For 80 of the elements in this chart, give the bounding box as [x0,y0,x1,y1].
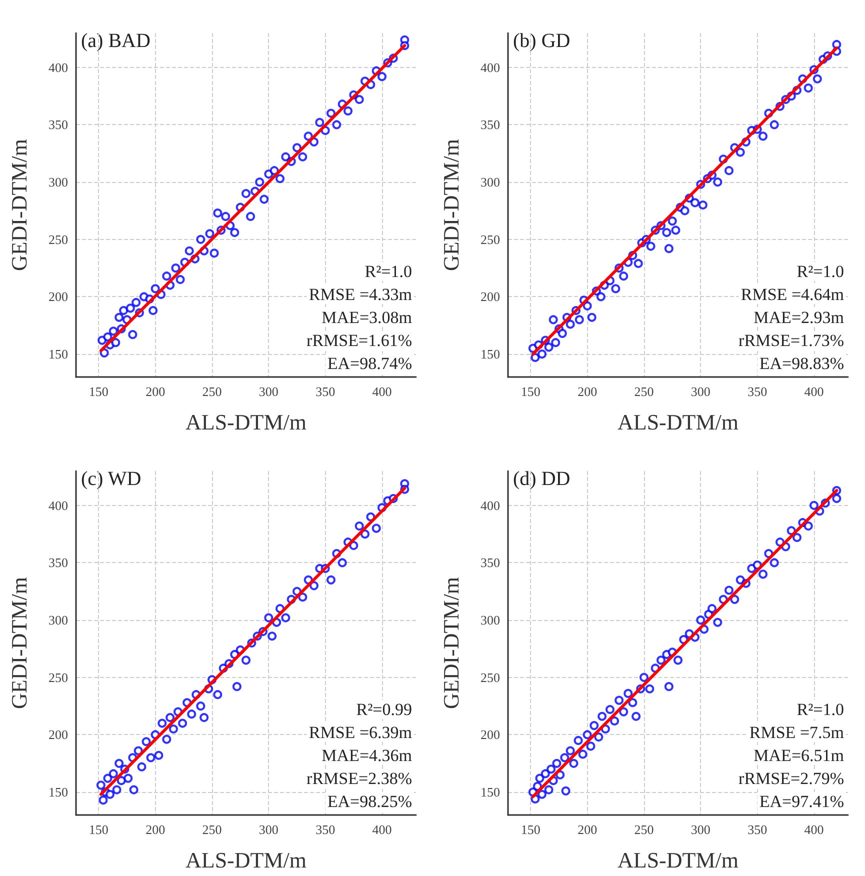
x-tick-label: 200 [146,384,166,399]
y-tick-label: 250 [480,232,500,247]
x-tick-label: 150 [520,822,540,837]
y-tick-label: 200 [48,727,68,742]
y-tick-label: 300 [480,174,500,190]
y-tick-label: 150 [48,346,68,362]
annotation: RMSE =6.39m [308,723,412,742]
annotation: EA=98.74% [327,354,412,373]
annotation: EA=97.41% [759,792,844,811]
annotation: rRMSE=2.79% [738,769,844,788]
x-axis-title: ALS-DTM/m [618,410,738,434]
chart-title: (b) GD [513,30,570,52]
y-tick-label: 350 [48,555,68,570]
annotation: R²=1.0 [796,700,844,719]
y-tick-label: 400 [48,498,68,513]
y-tick-label: 400 [480,60,500,75]
x-axis-title: ALS-DTM/m [618,848,738,872]
y-tick-label: 350 [480,117,500,132]
y-tick-label: 150 [480,784,500,800]
annotation: MAE=2.93m [754,308,844,327]
x-tick-label: 250 [202,822,222,837]
y-tick-label: 350 [480,555,500,570]
annotation: RMSE =4.33m [308,285,412,304]
y-tick-label: 150 [48,784,68,800]
y-tick-label: 300 [480,612,500,628]
x-tick-label: 300 [258,822,278,837]
x-tick-label: 350 [748,384,768,399]
x-tick-label: 150 [88,822,108,837]
x-tick-label: 400 [804,384,824,399]
y-axis-title: GEDI-DTM/m [438,139,464,271]
y-tick-label: 250 [48,670,68,685]
annotation: RMSE =4.64m [740,285,844,304]
x-tick-label: 350 [748,822,768,837]
x-tick-label: 300 [690,384,710,399]
x-tick-label: 300 [690,822,710,837]
chart-title: (a) BAD [81,30,150,52]
x-tick-label: 400 [804,822,824,837]
y-axis-title: GEDI-DTM/m [6,139,32,271]
annotation: rRMSE=1.61% [306,331,412,350]
annotation: RMSE =7.5m [749,723,844,742]
x-axis-title: ALS-DTM/m [186,410,306,434]
x-tick-label: 250 [634,822,654,837]
y-tick-label: 300 [48,612,68,628]
x-tick-label: 200 [146,822,166,837]
x-tick-label: 400 [372,822,392,837]
x-tick-label: 200 [578,384,598,399]
y-tick-label: 200 [48,289,68,304]
annotation: MAE=4.36m [322,746,412,765]
y-tick-label: 250 [48,232,68,247]
x-axis-title: ALS-DTM/m [186,848,306,872]
x-tick-label: 200 [578,822,598,837]
annotation: R²=1.0 [364,262,412,281]
annotation: EA=98.25% [327,792,412,811]
y-tick-label: 150 [480,346,500,362]
x-tick-label: 350 [316,384,336,399]
x-tick-label: 300 [258,384,278,399]
annotation: MAE=6.51m [754,746,844,765]
annotation: R²=0.99 [356,700,412,719]
annotation: rRMSE=1.73% [738,331,844,350]
y-tick-label: 400 [48,60,68,75]
y-tick-label: 350 [48,117,68,132]
chart-title: (c) WD [81,468,142,490]
x-tick-label: 150 [88,384,108,399]
annotation: EA=98.83% [759,354,844,373]
chart-title: (d) DD [513,468,570,490]
x-tick-label: 400 [372,384,392,399]
y-tick-label: 400 [480,498,500,513]
x-tick-label: 350 [316,822,336,837]
y-tick-label: 200 [480,727,500,742]
y-axis-title: GEDI-DTM/m [6,577,32,709]
x-tick-label: 250 [202,384,222,399]
y-tick-label: 200 [480,289,500,304]
annotation: R²=1.0 [796,262,844,281]
y-axis-title: GEDI-DTM/m [438,577,464,709]
y-tick-label: 250 [480,670,500,685]
annotation: MAE=3.08m [322,308,412,327]
x-tick-label: 150 [520,384,540,399]
annotation: rRMSE=2.38% [306,769,412,788]
y-tick-label: 300 [48,174,68,190]
x-tick-label: 250 [634,384,654,399]
